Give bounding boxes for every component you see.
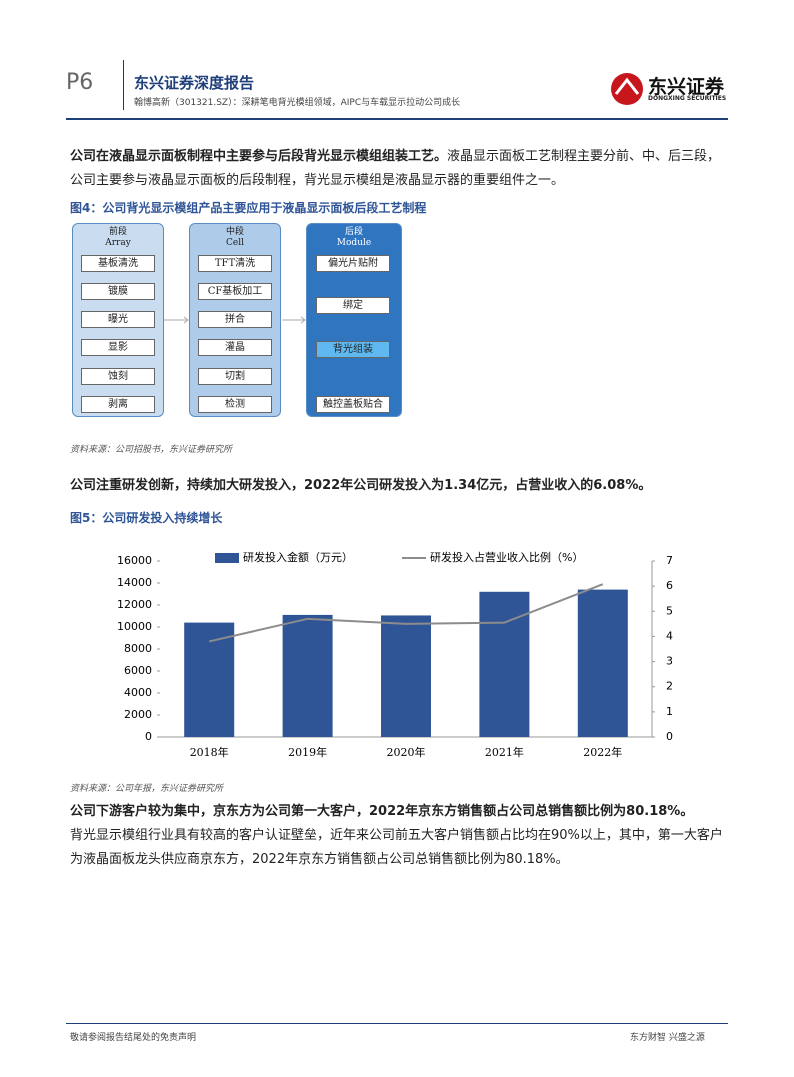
y-tick-label: 0 bbox=[145, 730, 152, 743]
stage: 中段 Cell TFT清洗 CF基板加工 拼合 灌晶 切割 检测 bbox=[189, 223, 281, 417]
bar bbox=[479, 591, 530, 737]
y2-tick-label: 3 bbox=[666, 655, 673, 668]
step: 显影 bbox=[81, 339, 155, 356]
stage: 后段 Module 偏光片贴附 绑定 背光组装 触控盖板贴合 bbox=[306, 223, 402, 417]
chart: 0 2000 4000 6000 8000 10000 12000 14000 16000 0 1 2… bbox=[117, 550, 673, 759]
y-tick-label: 8000 bbox=[124, 642, 152, 655]
divider bbox=[123, 60, 124, 110]
step: TFT清洗 bbox=[198, 255, 272, 272]
legend-label: 研发投入占营业收入比例（%） bbox=[430, 550, 583, 564]
bar bbox=[577, 589, 628, 737]
x-tick-label: 2020年 bbox=[387, 745, 426, 759]
footer-right: 东方财智 兴盛之源 bbox=[630, 1033, 705, 1043]
source: 资料来源：公司年报，东兴证券研究所 bbox=[70, 784, 224, 794]
footer-left: 敬请参阅报告结尾处的免责声明 bbox=[70, 1033, 197, 1043]
y2-tick-label: 0 bbox=[666, 730, 673, 743]
step: 拼合 bbox=[198, 311, 272, 328]
header-rule bbox=[66, 118, 728, 120]
stage-name: 前段 bbox=[108, 227, 127, 237]
step: 镀膜 bbox=[81, 283, 155, 300]
paragraph: 公司在液晶显示面板制程中主要参与后段背光显示模组组装工艺。液晶显示面板工艺制程主… bbox=[70, 145, 726, 193]
stage-en: Array bbox=[105, 238, 131, 248]
y2-tick-label: 6 bbox=[666, 579, 673, 592]
lead: 公司下游客户较为集中，京东方为公司第一大客户，2022年京东方销售额占公司总销售… bbox=[70, 804, 694, 819]
y-tick-label: 6000 bbox=[124, 664, 152, 677]
stage: 前段 Array 基板清洗 镀膜 曝光 显影 蚀刻 剥离 bbox=[72, 223, 164, 417]
x-tick-label: 2019年 bbox=[288, 745, 327, 759]
arrows bbox=[164, 316, 306, 324]
stage-en: Cell bbox=[226, 238, 244, 248]
x-tick-label: 2022年 bbox=[583, 745, 622, 759]
paragraph: 公司注重研发创新，持续加大研发投入，2022年公司研发投入为1.34亿元，占营业… bbox=[70, 474, 726, 498]
text: 液晶显示面板工艺制程主要分前、中、后三段，公司主要参与液晶显示面板的后段制程，背… bbox=[70, 149, 721, 188]
subtitle: 翰博高新（301321.SZ）：深耕笔电背光模组领域，AIPC与车载显示拉动公司… bbox=[134, 98, 461, 108]
step: 绑定 bbox=[316, 297, 390, 314]
step: 蚀刻 bbox=[81, 368, 155, 385]
step: 检测 bbox=[198, 396, 272, 413]
logo: 东兴证券 bbox=[648, 76, 725, 98]
step: 基板清洗 bbox=[81, 255, 155, 272]
y-tick-label: 10000 bbox=[117, 620, 152, 633]
figure-title: 图4：公司背光显示模组产品主要应用于液晶显示面板后段工艺制程 bbox=[70, 201, 427, 215]
logo-en: DONGXING SECURITIES bbox=[648, 95, 727, 102]
text: 背光显示模组行业具有较高的客户认证壁垒，近年来公司前五大客户销售额占比均在90%… bbox=[70, 828, 723, 867]
y-tick-label: 16000 bbox=[117, 554, 152, 567]
line bbox=[208, 583, 604, 643]
stage-name: 中段 bbox=[225, 227, 244, 237]
y-tick-label: 14000 bbox=[117, 576, 152, 589]
step: 偏光片贴附 bbox=[316, 255, 390, 272]
logo-icon bbox=[611, 73, 643, 105]
y-tick-label: 12000 bbox=[117, 598, 152, 611]
source: 资料来源：公司招股书，东兴证券研究所 bbox=[70, 445, 233, 455]
page-number: P6 bbox=[66, 70, 94, 95]
brand: 东兴证券深度报告 bbox=[134, 74, 255, 92]
stage-name: 后段 bbox=[344, 227, 363, 237]
footer-rule bbox=[66, 1023, 728, 1024]
y-tick-label: 4000 bbox=[124, 686, 152, 699]
step: 曝光 bbox=[81, 311, 155, 328]
step: 灌晶 bbox=[198, 339, 272, 356]
legend-label: 研发投入金额（万元） bbox=[243, 550, 353, 564]
legend-key bbox=[215, 553, 239, 563]
y2-tick-label: 1 bbox=[666, 705, 673, 718]
step: 触控盖板贴合 bbox=[316, 396, 390, 413]
lead: 公司在液晶显示面板制程中主要参与后段背光显示模组组装工艺。 bbox=[70, 149, 448, 164]
y-tick-label: 2000 bbox=[124, 708, 152, 721]
y2-tick-label: 4 bbox=[666, 629, 673, 642]
paragraph: 公司下游客户较为集中，京东方为公司第一大客户，2022年京东方销售额占公司总销售… bbox=[70, 800, 726, 872]
y2-tick-label: 5 bbox=[666, 604, 673, 617]
step: 切割 bbox=[198, 368, 272, 385]
y2-tick-label: 2 bbox=[666, 680, 673, 693]
bar bbox=[282, 614, 333, 737]
x-tick-label: 2018年 bbox=[190, 745, 229, 759]
figure-title: 图5：公司研发投入持续增长 bbox=[70, 511, 223, 525]
bar bbox=[381, 615, 431, 737]
bar bbox=[184, 622, 235, 737]
y2-tick-label: 7 bbox=[666, 554, 673, 567]
stage-en: Module bbox=[336, 238, 372, 248]
step: 背光组装 bbox=[316, 341, 390, 358]
step: CF基板加工 bbox=[198, 283, 272, 300]
lead: 公司注重研发创新，持续加大研发投入，2022年公司研发投入为1.34亿元，占营业… bbox=[70, 478, 652, 493]
step: 剥离 bbox=[81, 396, 155, 413]
x-tick-label: 2021年 bbox=[485, 745, 524, 759]
